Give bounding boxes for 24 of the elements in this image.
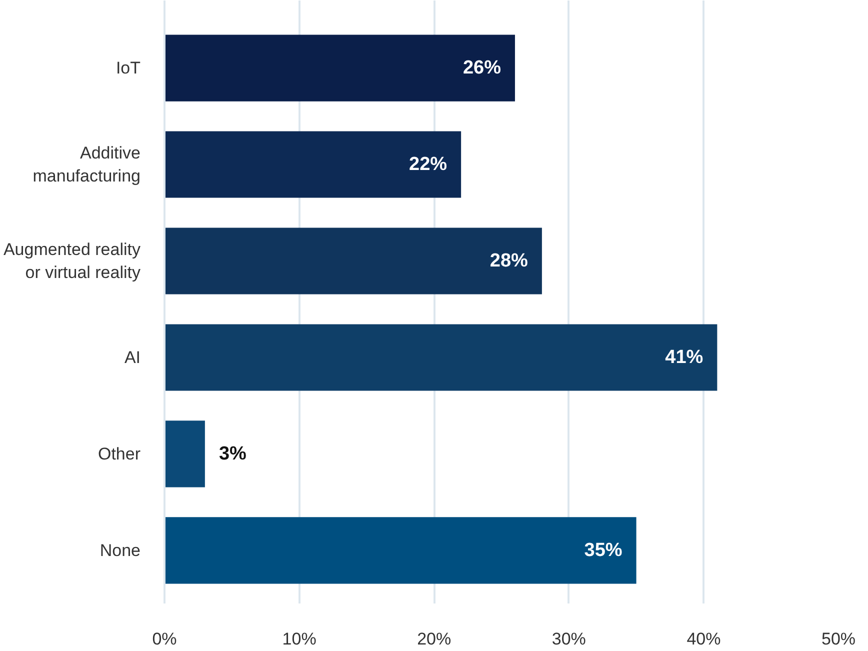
data-label: 41% <box>665 346 704 368</box>
y-tick-label: Additive manufacturing <box>32 144 141 186</box>
data-label: 26% <box>462 58 502 79</box>
x-tick-label: 40% <box>686 630 721 648</box>
y-tick-label: Other <box>98 444 141 464</box>
data-label: 22% <box>409 154 448 176</box>
x-tick-label: 50% <box>821 630 856 648</box>
bar <box>164 517 636 584</box>
bar <box>164 228 542 294</box>
data-label: 3% <box>218 443 247 464</box>
x-tick-label: 0% <box>152 630 177 648</box>
bar <box>164 131 462 198</box>
bar <box>164 420 205 488</box>
x-tick-label: 20% <box>417 630 452 648</box>
data-label: 28% <box>490 250 528 272</box>
y-tick-label: IoT <box>116 58 140 78</box>
x-tick-label: 10% <box>282 630 316 648</box>
data-label: 35% <box>584 540 622 561</box>
y-tick-label: Augmented reality or virtual reality <box>3 240 141 282</box>
bar <box>164 324 718 391</box>
y-tick-label: None <box>100 540 140 560</box>
x-tick-label: 30% <box>552 630 586 648</box>
bar <box>164 34 515 102</box>
y-tick-label: AI <box>124 348 140 367</box>
